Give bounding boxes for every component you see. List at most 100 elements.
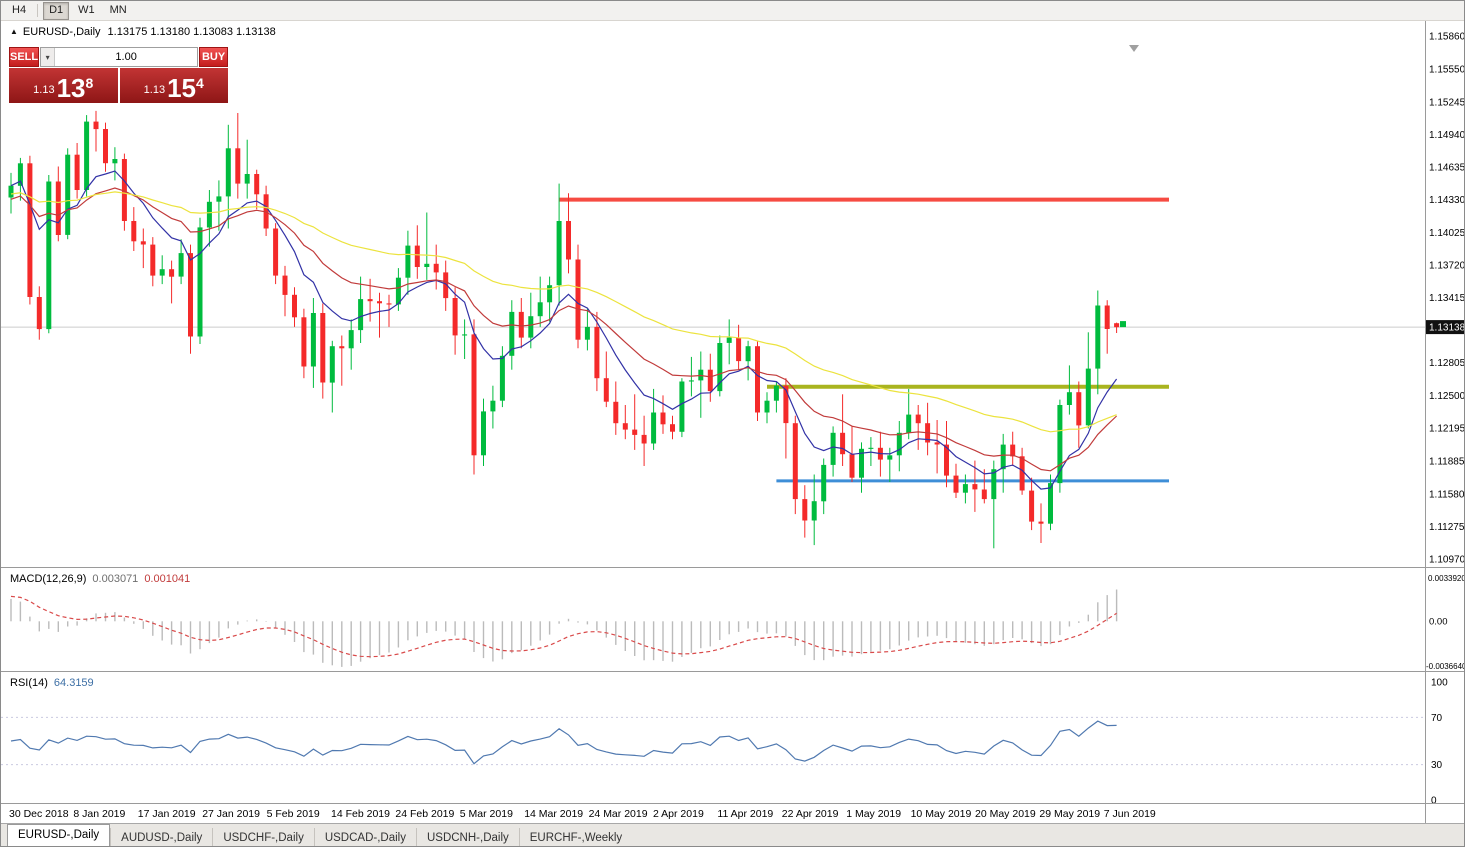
date-tick-label: 10 May 2019 bbox=[910, 808, 972, 820]
chart-title: ▲ EURUSD-,Daily 1.13175 1.13180 1.13083 … bbox=[10, 26, 276, 38]
date-tick-label: 11 Apr 2019 bbox=[717, 808, 774, 820]
date-tick-label: 24 Feb 2019 bbox=[395, 808, 455, 820]
rsi-line bbox=[10, 720, 1117, 765]
direction-up-icon: ▲ bbox=[10, 27, 18, 36]
svg-text:-0.0036640: -0.0036640 bbox=[1426, 662, 1465, 671]
price-arrow-marker[interactable] bbox=[1120, 321, 1126, 328]
date-tick-label: 14 Mar 2019 bbox=[524, 808, 584, 820]
macd-name: MACD(12,26,9) bbox=[10, 573, 87, 585]
date-tick-label: 30 Dec 2018 bbox=[9, 808, 69, 820]
sell-price-pipette: 8 bbox=[85, 75, 94, 91]
svg-text:1.13720: 1.13720 bbox=[1429, 260, 1465, 271]
svg-text:1.11580: 1.11580 bbox=[1429, 489, 1465, 500]
svg-text:70: 70 bbox=[1431, 713, 1443, 724]
date-tick-label: 24 Mar 2019 bbox=[588, 808, 648, 820]
chart-ohlc-values: 1.13175 1.13180 1.13083 1.13138 bbox=[107, 26, 276, 38]
macd-label: MACD(12,26,9) 0.003071 0.001041 bbox=[10, 573, 190, 585]
timeframe-button-mn[interactable]: MN bbox=[109, 3, 127, 16]
timeframe-button-h4[interactable]: H4 bbox=[12, 3, 27, 16]
date-tick-label: 5 Feb 2019 bbox=[266, 808, 320, 820]
sell-button[interactable]: SELL bbox=[9, 47, 40, 67]
chart-symbol-label: EURUSD-,Daily bbox=[22, 26, 101, 38]
svg-text:1.11275: 1.11275 bbox=[1429, 522, 1465, 533]
ma-slow-line bbox=[10, 191, 1117, 433]
svg-text:0.00: 0.00 bbox=[1429, 616, 1448, 627]
buy-price-pipette: 4 bbox=[196, 75, 204, 91]
current-price-badge: 1.13138 bbox=[1426, 320, 1465, 335]
timeframe-button-w1[interactable]: W1 bbox=[78, 3, 95, 16]
volume-dropdown-button[interactable]: ▾ bbox=[41, 48, 56, 66]
date-tick-label: 29 May 2019 bbox=[1039, 808, 1101, 820]
chart-shift-marker[interactable] bbox=[1129, 45, 1139, 52]
chart-tab-audusd-daily[interactable]: AUDUSD-,Daily bbox=[110, 828, 212, 846]
svg-text:1.11885: 1.11885 bbox=[1429, 457, 1465, 468]
svg-text:100: 100 bbox=[1431, 678, 1448, 689]
sell-price-bigfigure: 1.13 bbox=[33, 84, 55, 96]
timeframe-button-d1[interactable]: D1 bbox=[43, 1, 70, 20]
sell-price-pips: 13 bbox=[56, 73, 86, 103]
date-tick-label: 2 Apr 2019 bbox=[653, 808, 704, 820]
chevron-down-icon: ▾ bbox=[45, 52, 50, 62]
buy-price-bigfigure: 1.13 bbox=[143, 84, 166, 96]
macd-signal-line bbox=[10, 595, 1117, 658]
rsi-label: RSI(14) 64.3159 bbox=[10, 677, 94, 689]
chart-tab-usdcnh-daily[interactable]: USDCNH-,Daily bbox=[415, 828, 519, 846]
svg-text:1.14940: 1.14940 bbox=[1429, 130, 1465, 141]
date-axis[interactable]: 30 Dec 2018 8 Jan 2019 17 Jan 2019 27 Jan 2… bbox=[1, 803, 1464, 823]
macd-main-value: 0.003071 bbox=[92, 573, 139, 585]
svg-text:1.14635: 1.14635 bbox=[1429, 163, 1465, 174]
ma-fast-line bbox=[10, 170, 1118, 490]
macd-histogram bbox=[10, 589, 1118, 667]
chart-tab-usdcad-daily[interactable]: USDCAD-,Daily bbox=[313, 828, 416, 846]
date-tick-label: 22 Apr 2019 bbox=[781, 808, 839, 820]
buy-button[interactable]: BUY bbox=[199, 47, 228, 67]
volume-input[interactable] bbox=[55, 48, 198, 66]
svg-text:1.14330: 1.14330 bbox=[1429, 195, 1465, 206]
svg-text:0.0033920: 0.0033920 bbox=[1428, 574, 1465, 583]
svg-text:1.15860: 1.15860 bbox=[1429, 32, 1465, 43]
svg-text:1.12195: 1.12195 bbox=[1429, 424, 1465, 435]
svg-text:0: 0 bbox=[1431, 796, 1437, 804]
price-scale-separator bbox=[1425, 21, 1426, 823]
rsi-value: 64.3159 bbox=[53, 677, 94, 689]
date-tick-label: 5 Mar 2019 bbox=[459, 808, 513, 820]
svg-text:1.10970: 1.10970 bbox=[1429, 555, 1465, 566]
rsi-scale-labels[interactable]: 100 70 30 0 bbox=[1431, 678, 1448, 804]
macd-indicator-panel[interactable]: 0.0033920 0.00 -0.0036640 MACD(12,26,9) 0.0… bbox=[1, 567, 1465, 671]
one-click-trading-panel: SELL ▾ BUY 1.13 13 8 1.13 15 bbox=[9, 47, 228, 103]
sell-price-button[interactable]: 1.13 13 8 bbox=[9, 68, 118, 103]
svg-text:1.14025: 1.14025 bbox=[1429, 228, 1465, 239]
timeframe-toolbar: H4 D1 W1 MN bbox=[1, 1, 1464, 21]
price-scale-labels[interactable]: 1.15860 1.15550 1.15245 1.14940 1.14635 1.143… bbox=[1429, 32, 1465, 566]
rsi-name: RSI(14) bbox=[10, 677, 48, 689]
price-chart-canvas[interactable]: 1.15860 1.15550 1.15245 1.14940 1.14635 1.143… bbox=[1, 21, 1465, 567]
date-tick-label: 8 Jan 2019 bbox=[73, 808, 126, 820]
ma-mid-line bbox=[10, 187, 1118, 472]
macd-canvas[interactable]: 0.0033920 0.00 -0.0036640 bbox=[1, 568, 1465, 671]
macd-signal-value: 0.001041 bbox=[144, 573, 191, 585]
svg-text:1.13415: 1.13415 bbox=[1429, 293, 1465, 304]
toolbar-separator bbox=[37, 4, 39, 17]
date-tick-label: 7 Jun 2019 bbox=[1103, 808, 1156, 820]
chart-tab-eurusd-daily[interactable]: EURUSD-,Daily bbox=[7, 824, 111, 846]
buy-price-button[interactable]: 1.13 15 4 bbox=[119, 68, 228, 103]
svg-text:1.13138: 1.13138 bbox=[1429, 323, 1465, 334]
svg-text:1.15550: 1.15550 bbox=[1429, 65, 1465, 76]
rsi-indicator-panel[interactable]: 100 70 30 0 RSI(14) 64.3159 bbox=[1, 671, 1465, 803]
svg-text:30: 30 bbox=[1431, 760, 1443, 771]
chart-tab-usdchf-daily[interactable]: USDCHF-,Daily bbox=[212, 828, 314, 846]
date-tick-label: 20 May 2019 bbox=[975, 808, 1036, 820]
date-tick-label: 1 May 2019 bbox=[846, 808, 902, 820]
date-tick-label: 14 Feb 2019 bbox=[331, 808, 390, 820]
chart-tab-bar: EURUSD-,Daily AUDUSD-,Daily USDCHF-,Daily U… bbox=[1, 823, 1464, 846]
svg-text:1.12805: 1.12805 bbox=[1429, 358, 1465, 369]
svg-text:1.15245: 1.15245 bbox=[1429, 97, 1465, 108]
svg-text:1.12500: 1.12500 bbox=[1429, 391, 1465, 402]
price-chart-panel[interactable]: 1.15860 1.15550 1.15245 1.14940 1.14635 1.143… bbox=[1, 21, 1465, 567]
candles-layer bbox=[8, 110, 1120, 549]
rsi-canvas[interactable]: 100 70 30 0 bbox=[1, 672, 1465, 803]
macd-scale-labels[interactable]: 0.0033920 0.00 -0.0036640 bbox=[1426, 574, 1465, 671]
chart-tab-eurchf-weekly[interactable]: EURCHF-,Weekly bbox=[518, 828, 632, 846]
volume-field-group: ▾ bbox=[40, 47, 199, 67]
